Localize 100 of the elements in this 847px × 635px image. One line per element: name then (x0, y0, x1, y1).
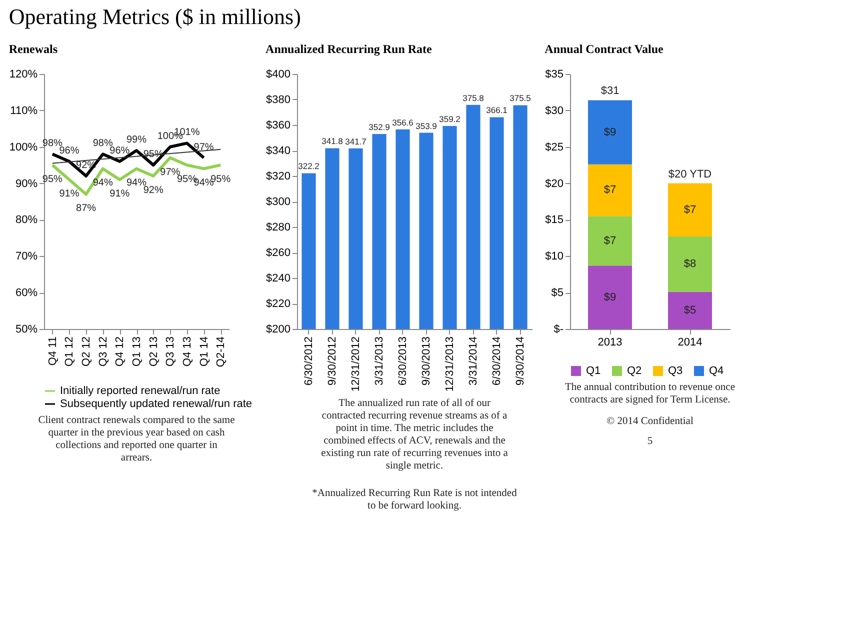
x-tick-label: 3/31/2014 (467, 336, 480, 386)
data-label: $9 (604, 291, 616, 304)
y-tick-label: 120% (9, 68, 38, 80)
data-label: 352.9 (368, 122, 390, 132)
y-tick-label: $340 (266, 145, 290, 157)
text: The annual contribution to revenue once contracts are signed for Term License. (565, 382, 736, 406)
x-tick-label: Q4 12 (114, 336, 126, 366)
y-tick-label: $- (554, 324, 564, 336)
data-label: 356.6 (392, 117, 414, 128)
x-tick-label: Q3 13 (164, 336, 177, 366)
x-tick-label: Q1 12 (64, 336, 76, 366)
y-tick-label: $380 (266, 94, 290, 106)
y-tick-label: 110% (10, 104, 38, 117)
text: Client contract renewals compared to the same quarter in the previous year based on cash collections and reported one quarter in arrears. (38, 415, 236, 464)
y-tick-label: $35 (545, 68, 564, 80)
legend-label: Q4 (709, 365, 724, 377)
y-tick-label: 80% (15, 214, 38, 226)
data-label: 375.8 (462, 92, 484, 103)
total-label: $31 (600, 85, 620, 98)
data-label: $7 (604, 184, 616, 196)
legend-label: Initially reported renewal/run rate (60, 385, 220, 397)
x-tick-label: 6/30/2014 (490, 336, 503, 386)
bar (588, 266, 632, 329)
text: Operating Metrics ($ in millions) (8, 4, 301, 29)
data-label: $7 (604, 234, 616, 247)
bar (588, 216, 632, 266)
data-label: 375.5 (510, 93, 532, 104)
x-tick-label: Q2-14 (215, 336, 228, 368)
x-tick-label: Q2 12 (80, 336, 93, 366)
x-tick-label: Q1 14 (198, 336, 210, 366)
data-label: 92% (143, 185, 164, 196)
data-label: 91% (59, 188, 80, 200)
y-tick-label: $300 (266, 196, 290, 208)
y-tick-label: 70% (15, 250, 38, 263)
chart-title: Renewals (8, 42, 58, 56)
y-tick-label: $15 (545, 214, 564, 226)
x-tick-label: 6/30/2013 (396, 336, 409, 386)
x-tick-label: 12/31/2013 (444, 336, 456, 392)
y-tick-label: $240 (266, 272, 290, 284)
x-tick-label: Q3 12 (97, 336, 110, 366)
y-tick-label: 60% (15, 287, 38, 300)
data-label: 322.2 (298, 161, 320, 172)
text: *Annualized Recurring Run Rate is not intended to be forward looking. (312, 488, 518, 512)
x-tick-label: Q4 13 (181, 336, 194, 366)
y-tick-label: $320 (266, 170, 290, 182)
legend-label: Q2 (627, 365, 642, 377)
x-tick-label: 9/30/2013 (420, 336, 432, 386)
data-label: 95% (42, 174, 63, 186)
y-tick-label: $20 (545, 178, 564, 190)
y-tick-label: $5 (551, 287, 564, 300)
x-tick-label: Q4 11 (46, 336, 59, 366)
legend-label: Q3 (668, 365, 683, 377)
y-tick-label: $280 (266, 222, 290, 234)
y-tick-label: $360 (266, 120, 290, 132)
total-label: $20 YTD (668, 168, 712, 180)
data-label: 91% (110, 188, 130, 200)
bar (668, 236, 712, 292)
x-tick-label: 3/31/2013 (373, 336, 386, 386)
text: © 2014 Confidential (606, 416, 694, 427)
x-tick-label: Q2 13 (148, 336, 160, 366)
y-tick-label: $10 (545, 250, 564, 263)
data-label: 99% (126, 134, 147, 146)
x-tick-label: 12/31/2012 (350, 336, 362, 392)
data-label: 341.7 (345, 136, 367, 146)
x-tick-label: 9/30/2014 (514, 336, 526, 386)
data-label: $7 (684, 204, 696, 216)
x-tick-label: 2013 (598, 336, 622, 348)
data-label: 341.8 (322, 136, 344, 146)
chart-title: Annualized Recurring Run Rate (266, 42, 433, 56)
data-label: 96% (110, 145, 130, 156)
y-tick-label: $30 (545, 104, 564, 117)
y-tick-label: 100% (9, 141, 38, 154)
text: The annualized run rate of all of our contracted recurring revenue streams as of a point in time. The metric includes the combined effects of ACV, renewals and the existing run rate of recurring revenues into a single metric. (321, 398, 508, 472)
legend-label: Q1 (586, 365, 601, 377)
bar (668, 292, 712, 329)
bar (668, 183, 712, 236)
data-label: 359.2 (439, 114, 461, 124)
y-tick-label: $400 (266, 68, 290, 80)
x-tick-label: 2014 (678, 336, 702, 348)
y-tick-label: 90% (15, 178, 38, 190)
y-tick-label: $260 (266, 247, 290, 259)
y-tick-label: 50% (15, 324, 38, 336)
data-label: $8 (684, 258, 696, 270)
chart-title: Annual Contract Value (544, 42, 664, 56)
data-label: 87% (76, 203, 96, 214)
y-tick-label: $200 (266, 324, 290, 336)
x-tick-label: 6/30/2012 (302, 336, 315, 386)
text: 5 (647, 436, 653, 447)
data-label: $5 (684, 304, 696, 316)
bar (588, 100, 632, 164)
x-tick-label: Q1 13 (131, 336, 143, 366)
data-label: 366.1 (486, 105, 508, 116)
data-label: 353.9 (416, 120, 438, 131)
data-label: $9 (604, 126, 616, 138)
data-label: 96% (59, 145, 80, 156)
data-label: 97% (194, 142, 214, 153)
y-tick-label: $25 (545, 141, 564, 154)
y-tick-label: $220 (266, 298, 290, 310)
x-tick-label: 9/30/2012 (326, 336, 338, 386)
legend-label: Subsequently updated renewal/run rate (60, 398, 252, 410)
